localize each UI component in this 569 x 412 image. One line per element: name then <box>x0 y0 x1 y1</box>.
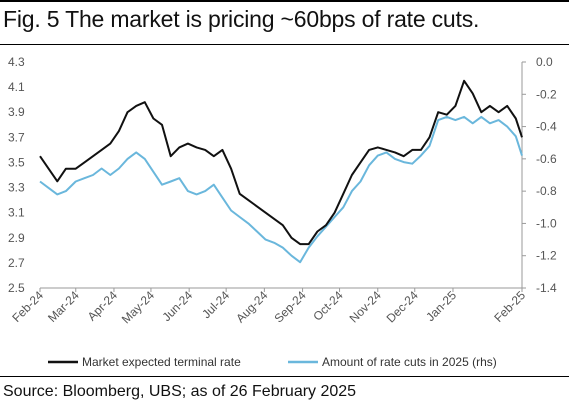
right-y-tick-label: -0.6 <box>536 152 557 166</box>
x-tick-label: Sep-24 <box>271 288 308 325</box>
left-y-tick-label: 3.5 <box>8 155 25 169</box>
source-note: Source: Bloomberg, UBS; as of 26 Februar… <box>3 383 357 400</box>
series-line-rate-cuts <box>39 115 523 264</box>
x-tick-label: Jan-25 <box>423 288 459 324</box>
x-tick-label: Nov-24 <box>347 288 384 325</box>
series-line-terminal-rate <box>39 79 523 246</box>
left-y-tick-label: 2.9 <box>8 231 25 245</box>
figure-title: Fig. 5 The market is pricing ~60bps of r… <box>3 6 480 32</box>
chart-legend: Market expected terminal rate Amount of r… <box>48 355 497 369</box>
left-y-tick-label: 3.1 <box>8 206 25 220</box>
x-tick-label: Mar-24 <box>45 288 82 325</box>
right-y-tick-label: -0.4 <box>536 120 557 134</box>
x-tick-label: Jun-24 <box>159 288 195 324</box>
legend-label-terminal-rate: Market expected terminal rate <box>82 355 241 369</box>
right-y-tick-label: 0.0 <box>536 55 553 69</box>
legend-label-rate-cuts: Amount of rate cuts in 2025 (rhs) <box>322 355 497 369</box>
source-rule <box>0 376 569 377</box>
left-y-tick-label: 4.1 <box>8 80 25 94</box>
left-y-tick-label: 3.7 <box>8 130 25 144</box>
chart-lines <box>39 79 523 264</box>
right-y-tick-label: -0.8 <box>536 184 557 198</box>
left-y-tick-label: 3.9 <box>8 105 25 119</box>
x-tick-label: Jul-24 <box>199 288 232 321</box>
x-tick-label: May-24 <box>119 288 157 326</box>
left-y-tick-label: 2.7 <box>8 256 25 270</box>
left-y-tick-label: 2.5 <box>8 281 25 295</box>
title-rule <box>0 44 569 45</box>
left-y-tick-label: 3.3 <box>8 181 25 195</box>
x-tick-label: Feb-25 <box>491 288 528 325</box>
right-y-tick-label: -1.0 <box>536 216 557 230</box>
right-y-tick-label: -0.2 <box>536 87 557 101</box>
x-tick-label: Aug-24 <box>233 288 270 325</box>
right-y-tick-label: -1.2 <box>536 249 557 263</box>
x-tick-label: Apr-24 <box>85 288 121 324</box>
line-chart: 2.5 2.7 2.9 3.1 3.3 3.5 3.7 3.9 4.1 4.3 0.0 -0.2 -0.… <box>8 55 557 369</box>
x-tick-label: Oct-24 <box>310 288 346 324</box>
x-tick-label: Dec-24 <box>384 288 421 325</box>
left-y-tick-label: 4.3 <box>8 55 25 69</box>
right-y-tick-label: -1.4 <box>536 281 557 295</box>
figure-top-rule <box>0 0 569 2</box>
